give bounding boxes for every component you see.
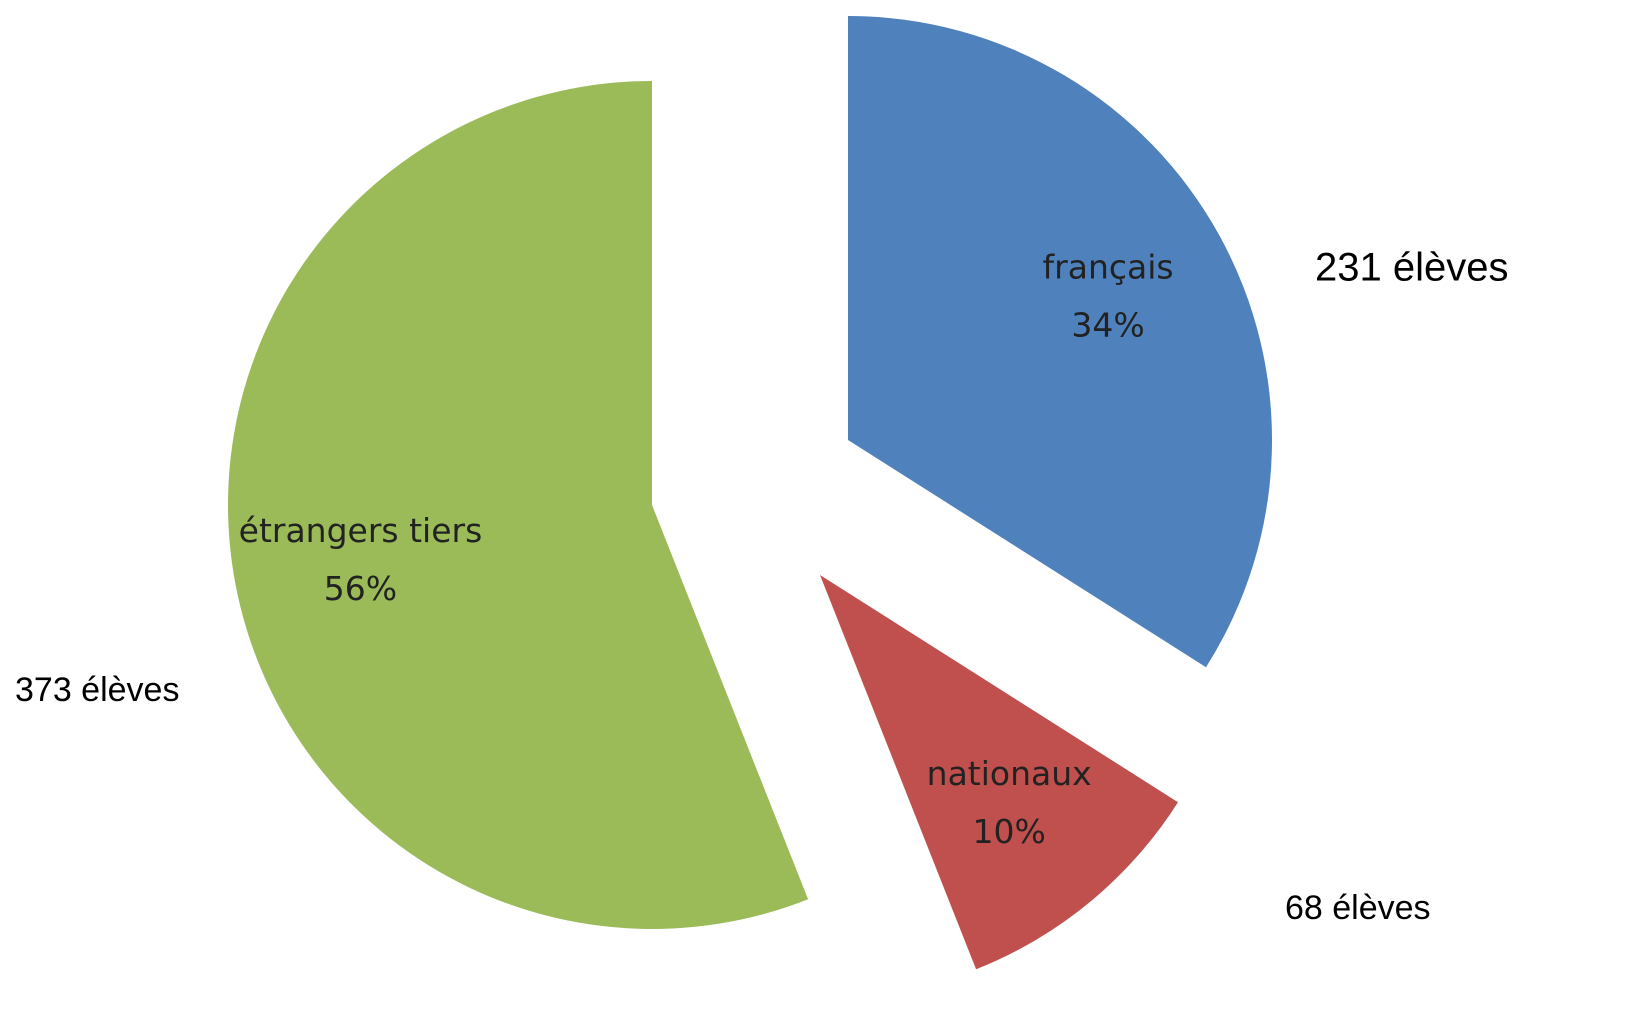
annotation: 231 élèves xyxy=(1315,246,1508,290)
pie-slice xyxy=(820,575,1178,970)
slice-label: nationaux xyxy=(927,754,1092,793)
slice-label: français xyxy=(1043,248,1174,287)
slice-value-label: 56% xyxy=(324,569,397,608)
annotation: 68 élèves xyxy=(1285,889,1431,927)
slice-value-label: 10% xyxy=(973,812,1046,851)
slice-value-label: 34% xyxy=(1071,306,1144,345)
pie-slice xyxy=(848,16,1272,668)
slice-label: étrangers tiers xyxy=(239,511,483,550)
pie-slice xyxy=(228,81,809,929)
annotation: 373 élèves xyxy=(15,671,179,709)
